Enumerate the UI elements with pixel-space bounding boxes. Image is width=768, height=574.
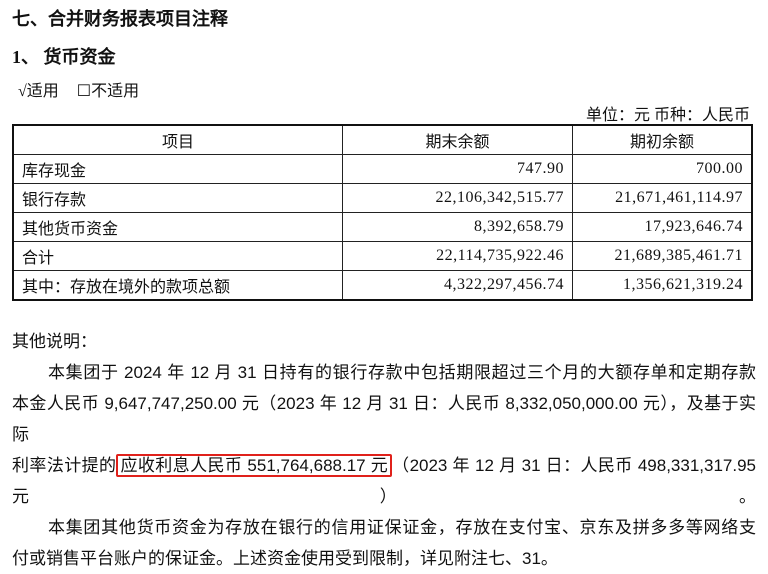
applicable-checkbox[interactable]: √适用 xyxy=(18,83,59,100)
notes-line: 利率法计提的 应收利息人民币 551,764,688.17 元（2023 年 12… xyxy=(12,450,756,512)
section-title: 七、合并财务报表项目注释 xyxy=(12,9,228,29)
row-label: 其中：存放在境外的款项总额 xyxy=(12,270,343,301)
notes-line: 付或销售平台账户的保证金。上述资金使用受到限制，详见附注七、31。 xyxy=(12,549,558,568)
applicability-options: √适用 ☐不适用 xyxy=(18,77,153,101)
notes-line: 本金人民币 9,647,747,250.00 元（2023 年 12 月 31 … xyxy=(12,394,756,444)
cash-table: 项目 期末余额 期初余额 库存现金 747.90 700.00 银行存款 22,… xyxy=(12,124,753,301)
header-opening-balance: 期初余额 xyxy=(572,124,753,155)
highlighted-interest-receivable: 应收利息人民币 551,764,688.17 元 xyxy=(116,454,393,477)
header-closing-balance: 期末余额 xyxy=(342,124,573,155)
opening-value: 17,923,646.74 xyxy=(572,212,753,242)
opening-value: 21,689,385,461.71 xyxy=(572,241,753,271)
table-row: 合计 22,114,735,922.46 21,689,385,461.71 xyxy=(12,241,753,271)
notes-line-suffix: （2023 年 12 月 31 日：人民币 498,331,317.95 元）。 xyxy=(12,456,757,506)
notes-line: 本集团其他货币资金为存放在银行的信用证保证金，存放在支付宝、京东及拼多多等网络支 xyxy=(48,518,756,537)
notes-label: 其他说明： xyxy=(12,332,97,351)
table-row: 其中：存放在境外的款项总额 4,322,297,456.74 1,356,621… xyxy=(12,270,753,301)
closing-value: 747.90 xyxy=(342,154,573,184)
notes-line: 本集团于 2024 年 12 月 31 日持有的银行存款中包括期限超过三个月的大… xyxy=(48,363,756,382)
table-row: 银行存款 22,106,342,515.77 21,671,461,114.97 xyxy=(12,183,753,213)
unit-currency-label: 单位：元 币种：人民币 xyxy=(585,107,750,124)
notes-section: 其他说明： 本集团于 2024 年 12 月 31 日持有的银行存款中包括期限超… xyxy=(12,326,756,574)
table-row: 库存现金 747.90 700.00 xyxy=(12,154,753,184)
closing-value: 22,106,342,515.77 xyxy=(342,183,573,213)
opening-value: 1,356,621,319.24 xyxy=(572,270,753,301)
closing-value: 8,392,658.79 xyxy=(342,212,573,242)
row-label: 库存现金 xyxy=(12,154,343,184)
not-applicable-checkbox[interactable]: ☐不适用 xyxy=(76,83,140,100)
row-label: 合计 xyxy=(12,241,343,271)
subsection-title: 1、 货币资金 xyxy=(12,47,116,67)
opening-value: 700.00 xyxy=(572,154,753,184)
row-label: 银行存款 xyxy=(12,183,343,213)
closing-value: 4,322,297,456.74 xyxy=(342,270,573,301)
opening-value: 21,671,461,114.97 xyxy=(572,183,753,213)
table-header-row: 项目 期末余额 期初余额 xyxy=(12,124,753,155)
closing-value: 22,114,735,922.46 xyxy=(342,241,573,271)
header-item: 项目 xyxy=(12,124,343,155)
row-label: 其他货币资金 xyxy=(12,212,343,242)
table-row: 其他货币资金 8,392,658.79 17,923,646.74 xyxy=(12,212,753,242)
notes-line-prefix: 利率法计提的 xyxy=(12,456,117,475)
